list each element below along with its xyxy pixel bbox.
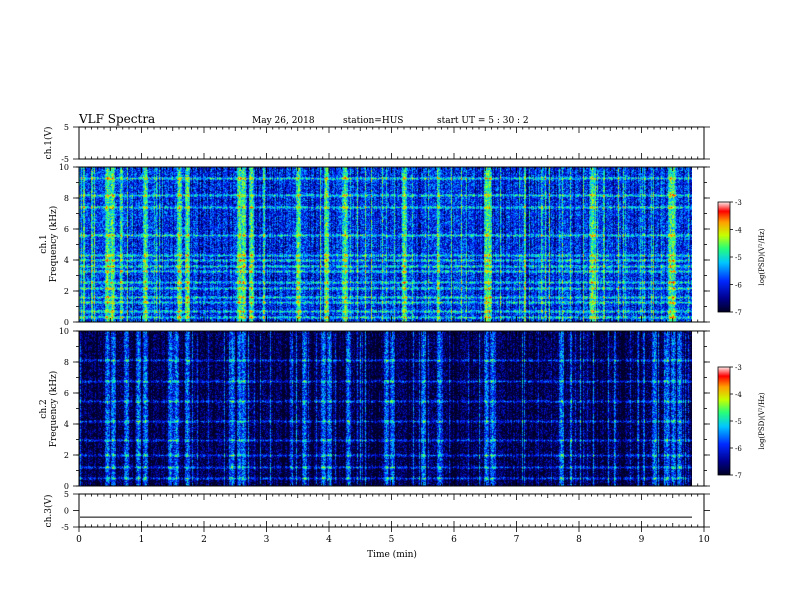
- ch1-spectrogram-ylabel-channel: ch.1: [39, 234, 49, 253]
- time-tick-label: 9: [639, 535, 645, 545]
- colorbar-tick-label: -5: [735, 418, 742, 426]
- y-tick-label: 8: [64, 194, 69, 203]
- ch2-colorbar-label: log(PSD)(V²/Hz): [758, 392, 766, 449]
- time-tick-label: 2: [201, 535, 207, 545]
- ch3-waveform-axes: 5 0 -5: [61, 490, 710, 532]
- ch1-spectrogram-axes: 0 2 4 6 8 10: [59, 163, 710, 327]
- ch2-spectrogram-heatmap: [79, 331, 692, 486]
- y-tick-label: 8: [64, 358, 69, 367]
- y-tick-label: -5: [61, 155, 69, 164]
- header-station: station=HUS: [343, 116, 403, 126]
- ch1-colorbar-gradient: [718, 202, 730, 312]
- ch2-colorbar-axis: -3 -4 -5 -6 -7: [730, 364, 742, 480]
- y-tick-label: 0: [64, 507, 69, 516]
- colorbar-tick-label: -6: [735, 282, 742, 290]
- time-tick-label: 5: [389, 535, 395, 545]
- ch3-waveform-ylabel: ch.3(V): [43, 495, 54, 528]
- colorbar-tick-label: -5: [735, 254, 742, 262]
- y-tick-label: 0: [64, 482, 69, 491]
- time-tick-label: 3: [264, 535, 270, 545]
- time-axis-label: Time (min): [367, 549, 417, 560]
- ch1-spectrogram-heatmap: [79, 167, 692, 322]
- colorbar-tick-label: -7: [735, 309, 742, 317]
- y-tick-label: 4: [64, 256, 69, 265]
- y-tick-label: 5: [64, 123, 69, 132]
- ch2-spectrogram-ylabel-channel: ch.2: [39, 399, 49, 418]
- colorbar-tick-label: -4: [735, 227, 742, 235]
- ch1-colorbar-label: log(PSD)(V²/Hz): [758, 228, 766, 285]
- figure-title: VLF Spectra: [78, 112, 155, 126]
- y-tick-label: -5: [61, 523, 69, 532]
- header-date: May 26, 2018: [252, 116, 315, 126]
- colorbar-tick-label: -4: [735, 391, 742, 399]
- colorbar-tick-label: -7: [735, 472, 742, 480]
- colorbar-tick-label: -3: [735, 364, 742, 372]
- y-tick-label: 6: [64, 389, 69, 398]
- time-tick-label: 1: [139, 535, 145, 545]
- ch2-spectrogram-ylabel: Frequency (kHz): [48, 371, 59, 448]
- ch1-waveform-panel: 5 -5 ch.1(V): [43, 123, 710, 164]
- time-tick-label: 0: [76, 535, 82, 545]
- y-tick-label: 10: [59, 327, 69, 336]
- colorbar-tick-label: -6: [735, 445, 742, 453]
- y-tick-label: 6: [64, 225, 69, 234]
- ch1-colorbar-axis: -3 -4 -5 -6 -7: [730, 199, 742, 317]
- time-tick-label: 10: [698, 535, 710, 545]
- time-axis: 0 1 2 3 4 5 6 7 8 9 10: [76, 494, 710, 545]
- time-tick-label: 4: [326, 535, 332, 545]
- colorbar-tick-label: -3: [735, 199, 742, 207]
- ch1-waveform-axes: 5 -5: [61, 123, 710, 164]
- ch1-waveform-ylabel: ch.1(V): [43, 127, 54, 160]
- ch2-colorbar-gradient: [718, 367, 730, 475]
- header-start-time: start UT = 5 : 30 : 2: [437, 116, 529, 126]
- ch3-waveform-panel: 5 0 -5 ch.3(V) 0 1 2 3 4 5 6 7 8 9 10 Time (min): [43, 490, 710, 560]
- time-tick-label: 7: [514, 535, 520, 545]
- ch1-spectrogram-ylabel: Frequency (kHz): [48, 206, 59, 283]
- time-tick-label: 8: [576, 535, 582, 545]
- y-tick-label: 0: [64, 318, 69, 327]
- ch2-spectrogram-axes: 0 2 4 6 8 10: [59, 327, 710, 491]
- y-tick-label: 2: [64, 451, 69, 460]
- y-tick-label: 5: [64, 490, 69, 499]
- time-tick-label: 6: [451, 535, 457, 545]
- y-tick-label: 2: [64, 287, 69, 296]
- y-tick-label: 4: [64, 420, 69, 429]
- y-tick-label: 10: [59, 163, 69, 172]
